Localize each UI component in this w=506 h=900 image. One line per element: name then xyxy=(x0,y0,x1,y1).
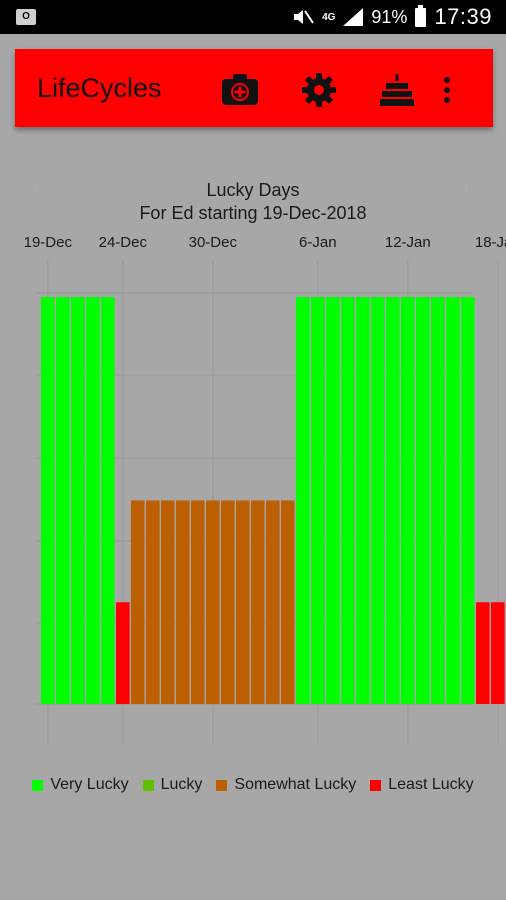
day-bar xyxy=(356,297,370,704)
day-bar xyxy=(56,297,70,704)
day-bar xyxy=(446,297,460,704)
chart-legend: Very Lucky Lucky Somewhat Lucky Least Lucky xyxy=(0,776,506,794)
day-bar xyxy=(296,297,310,704)
gear-icon[interactable] xyxy=(299,70,339,110)
day-bar xyxy=(41,297,55,704)
day-bar xyxy=(221,500,235,704)
day-bar xyxy=(386,297,400,704)
x-tick-label: 12-Jan xyxy=(385,234,431,251)
day-bar xyxy=(71,297,85,704)
day-bar xyxy=(206,500,220,704)
outlook-icon: O xyxy=(16,9,36,25)
x-tick-label: 30-Dec xyxy=(189,234,238,251)
legend-swatch xyxy=(216,779,228,791)
legend-label: Lucky xyxy=(160,776,203,793)
legend-item: Very Lucky xyxy=(32,776,129,794)
legend-swatch xyxy=(370,779,382,791)
x-tick-label: 19-Dec xyxy=(24,234,73,251)
x-tick-label: 18-Jan xyxy=(475,234,506,251)
more-vert-icon[interactable] xyxy=(441,70,453,110)
chart-subtitle: For Ed starting 19-Dec-2018 xyxy=(139,203,367,223)
day-bar xyxy=(131,500,145,704)
day-bar xyxy=(431,297,445,704)
day-bar xyxy=(311,297,325,704)
chart-title: Lucky Days xyxy=(206,180,300,200)
status-indicators: 4G 91% 17:39 xyxy=(292,0,492,34)
day-bar xyxy=(161,500,175,704)
mute-icon xyxy=(294,10,314,24)
signal-icon xyxy=(343,8,364,26)
prev-period-button[interactable]: ‹ xyxy=(33,178,39,198)
clock: 17:39 xyxy=(434,4,492,29)
status-bar: O 4G 91% 17:39 xyxy=(0,0,506,34)
camera-plus-icon[interactable] xyxy=(220,70,260,110)
next-period-button[interactable]: › xyxy=(463,178,469,198)
x-tick-label: 24-Dec xyxy=(99,234,148,251)
x-tick-label: 6-Jan xyxy=(299,234,337,251)
legend-swatch xyxy=(32,779,44,791)
day-bar xyxy=(371,297,385,704)
day-bar xyxy=(401,297,415,704)
day-bar xyxy=(326,297,340,704)
bars xyxy=(41,297,505,704)
day-bar xyxy=(266,500,280,704)
day-bar xyxy=(491,602,505,704)
legend-label: Somewhat Lucky xyxy=(234,776,357,793)
day-bar xyxy=(101,297,115,704)
app-bar: LifeCycles xyxy=(15,49,493,127)
cake-icon[interactable] xyxy=(377,70,417,110)
battery-percent: 91% xyxy=(371,6,408,27)
day-bar xyxy=(86,297,100,704)
day-bar xyxy=(281,500,295,704)
day-bar xyxy=(251,500,265,704)
legend-item: Lucky xyxy=(142,776,203,794)
legend-swatch xyxy=(142,779,154,791)
day-bar xyxy=(191,500,205,704)
legend-item: Least Lucky xyxy=(370,776,474,794)
lucky-days-chart: 19-Dec 24-Dec 30-Dec 6-Jan 12-Jan 18-Jan xyxy=(24,234,506,745)
app-title: LifeCycles xyxy=(37,73,162,103)
legend-label: Very Lucky xyxy=(50,776,129,793)
battery-icon xyxy=(415,4,427,27)
day-bar xyxy=(116,602,130,704)
day-bar xyxy=(461,297,475,704)
day-bar xyxy=(146,500,160,704)
network-type: 4G xyxy=(322,11,336,23)
legend-item: Somewhat Lucky xyxy=(216,776,356,794)
day-bar xyxy=(236,500,250,704)
day-bar xyxy=(341,297,355,704)
day-bar xyxy=(416,297,430,704)
day-bar xyxy=(176,500,190,704)
day-bar xyxy=(476,602,490,704)
legend-label: Least Lucky xyxy=(388,776,474,793)
